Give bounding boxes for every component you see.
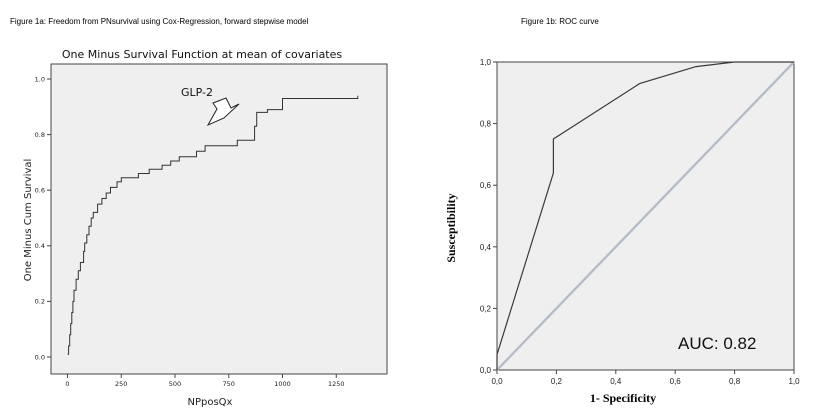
roc-curve-line — [496, 61, 794, 370]
annotation-label: GLP-2 — [181, 86, 213, 99]
roc-y-tick-label: 1,0 — [480, 58, 492, 67]
roc-x-tick-label: 1,0 — [788, 377, 800, 386]
roc-x-tick-label: 0,4 — [610, 377, 622, 386]
roc-y-tick-label: 0,8 — [480, 120, 492, 129]
x-tick-label: 750 — [223, 380, 235, 388]
caption-right: Figure 1b: ROC curve — [521, 17, 599, 26]
roc-y-tick-label: 0,4 — [480, 243, 492, 252]
roc-x-tick-label: 0,0 — [491, 377, 503, 386]
roc-y-ticks: 0,0 0,2 0,4 0,6 0,8 1,0 — [480, 58, 497, 375]
x-axis-label: NPposQx — [188, 397, 233, 408]
survival-series-line — [67, 95, 359, 355]
roc-x-tick-label: 0,8 — [729, 377, 741, 386]
roc-x-tick-label: 0,2 — [551, 377, 563, 386]
y-tick-label: 1.0 — [35, 75, 45, 83]
x-tick-label: 500 — [169, 380, 181, 388]
y-axis-label: One Minus Cum Survival — [23, 159, 34, 282]
roc-y-tick-label: 0,6 — [480, 181, 492, 190]
caption-left: Figure 1a: Freedom from PNsurvival using… — [10, 17, 309, 26]
y-tick-label: 0.0 — [35, 353, 45, 361]
chart-title: One Minus Survival Function at mean of c… — [62, 48, 343, 61]
x-ticks: 0 250 500 750 1000 1250 — [65, 374, 345, 388]
y-tick-label: 0.4 — [35, 242, 45, 250]
survival-chart: One Minus Survival Function at mean of c… — [23, 48, 388, 408]
roc-chart: 0,0 0,2 0,4 0,6 0,8 1,0 0,0 0,2 0,4 0,6 0,8 1,0 Su… — [444, 58, 800, 405]
y-tick-label: 0.8 — [35, 131, 45, 139]
x-tick-label: 1250 — [328, 380, 345, 388]
annotation-glp2: GLP-2 — [181, 86, 240, 127]
roc-x-axis-label: 1- Specificity — [590, 391, 656, 405]
roc-y-axis-label: Susceptibility — [444, 193, 458, 262]
roc-y-tick-label: 0,0 — [480, 366, 492, 375]
x-tick-label: 1000 — [274, 380, 291, 388]
roc-x-ticks: 0,0 0,2 0,4 0,6 0,8 1,0 — [491, 370, 800, 386]
arrow-icon — [206, 97, 240, 127]
roc-x-tick-label: 0,6 — [670, 377, 682, 386]
y-tick-label: 0.2 — [35, 298, 45, 306]
reference-diagonal-inner — [496, 61, 795, 371]
x-tick-label: 250 — [115, 380, 127, 388]
x-tick-label: 0 — [65, 380, 69, 388]
roc-y-tick-label: 0,2 — [480, 304, 492, 313]
auc-annotation: AUC: 0.82 — [678, 334, 756, 353]
y-tick-label: 0.6 — [35, 187, 45, 195]
y-ticks: 0.0 0.2 0.4 0.6 0.8 1.0 — [35, 75, 51, 361]
